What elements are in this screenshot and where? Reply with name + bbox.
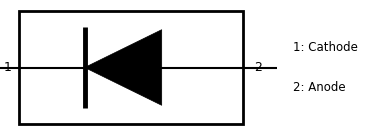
- Text: 2: 2: [254, 61, 262, 74]
- Polygon shape: [85, 30, 162, 105]
- Text: 2: Anode: 2: Anode: [293, 81, 345, 94]
- Text: 1: Cathode: 1: Cathode: [293, 41, 358, 54]
- Text: 1: 1: [4, 61, 12, 74]
- Bar: [19, 11, 243, 124]
